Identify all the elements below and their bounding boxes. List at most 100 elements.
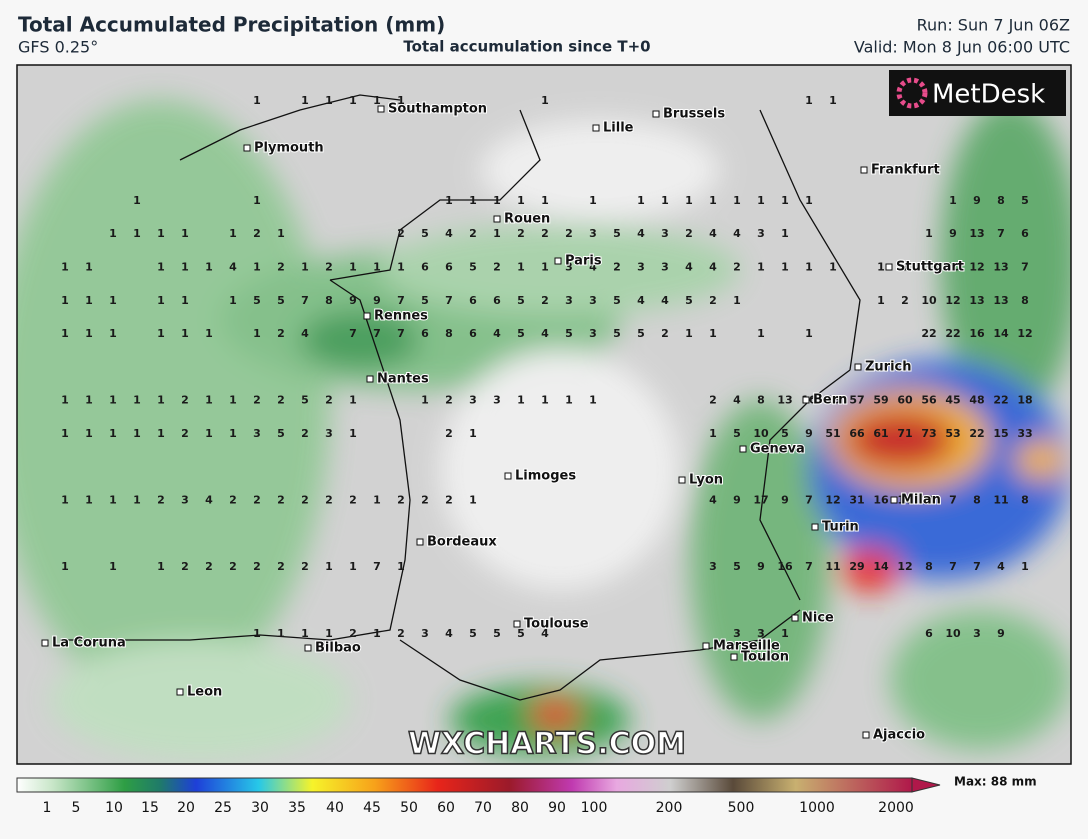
precip-value: 4 — [733, 394, 741, 407]
city-marker — [862, 731, 870, 739]
precip-value: 1 — [157, 327, 165, 340]
subtitle: Total accumulation since T+0 — [403, 38, 650, 56]
city-label: Frankfurt — [871, 163, 940, 178]
city-marker — [377, 105, 385, 113]
watermark: WXCHARTS.COM — [408, 727, 686, 762]
precip-value: 1 — [229, 294, 237, 307]
precip-value: 5 — [517, 627, 525, 640]
colorbar-tick-label: 5 — [72, 800, 81, 816]
precip-value: 1 — [493, 194, 501, 207]
logo-box — [889, 70, 1066, 116]
colorbar-tick-label: 50 — [400, 800, 418, 816]
precip-value: 6 — [421, 327, 429, 340]
precip-value: 1 — [61, 294, 69, 307]
precip-value: 18 — [921, 494, 936, 507]
precip-value: 5 — [517, 294, 525, 307]
precip-value: 1 — [205, 394, 213, 407]
precip-value: 4 — [637, 227, 645, 240]
precip-value: 1 — [133, 427, 141, 440]
precip-value: 53 — [945, 427, 960, 440]
precip-value: 1 — [829, 94, 837, 107]
city-label: Marseille — [713, 639, 780, 654]
precip-value: 3 — [493, 394, 501, 407]
city-label: Plymouth — [254, 141, 324, 156]
precip-value: 5 — [301, 394, 309, 407]
precip-value: 1 — [637, 194, 645, 207]
colorbar-tick-label: 100 — [581, 800, 608, 816]
precip-value: 1 — [181, 294, 189, 307]
precip-value: 15 — [825, 394, 840, 407]
precip-value: 2 — [181, 427, 189, 440]
precip-value: 12 — [945, 294, 960, 307]
precip-value: 1 — [901, 261, 909, 274]
precip-value: 1 — [61, 261, 69, 274]
precip-value: 1 — [301, 261, 309, 274]
city-marker — [854, 363, 862, 371]
colorbar-tick-label: 200 — [656, 800, 683, 816]
precip-value: 4 — [445, 227, 453, 240]
precip-value: 2 — [325, 261, 333, 274]
precip-value: 1 — [397, 94, 405, 107]
precip-value: 6 — [469, 327, 477, 340]
precip-value: 13 — [777, 394, 792, 407]
precip-value: 48 — [969, 394, 984, 407]
precip-value: 3 — [589, 327, 597, 340]
precip-value: 1 — [109, 494, 117, 507]
precip-value: 1 — [61, 560, 69, 573]
precip-value: 5 — [469, 261, 477, 274]
precip-value: 9 — [805, 427, 813, 440]
precip-value: 5 — [733, 427, 741, 440]
city-label: Brussels — [663, 107, 725, 122]
precip-value: 1 — [709, 194, 717, 207]
city-marker — [41, 639, 49, 647]
precip-value: 3 — [709, 560, 717, 573]
colorbar-tick-label: 35 — [288, 800, 306, 816]
precip-value: 2 — [157, 494, 165, 507]
precip-value: 3 — [925, 261, 933, 274]
precip-value: 1 — [517, 394, 525, 407]
city-label: Bern — [813, 393, 847, 408]
city-label: Toulouse — [524, 617, 589, 632]
precip-value: 18 — [1017, 394, 1032, 407]
city-marker — [702, 642, 710, 650]
precip-value: 1 — [61, 427, 69, 440]
precip-value: 1 — [325, 627, 333, 640]
precip-value: 12 — [825, 494, 840, 507]
precip-value: 1 — [829, 261, 837, 274]
precip-value: 56 — [921, 394, 937, 407]
precip-value: 1 — [781, 227, 789, 240]
precip-value: 7 — [997, 227, 1005, 240]
precip-value: 5 — [733, 560, 741, 573]
precip-value: 51 — [825, 427, 840, 440]
precip-value: 1 — [349, 560, 357, 573]
precip-value: 2 — [301, 560, 309, 573]
precip-value: 3 — [757, 627, 765, 640]
precip-value: 7 — [397, 327, 405, 340]
precip-value: 8 — [925, 560, 933, 573]
precip-value: 1 — [349, 94, 357, 107]
precip-value: 4 — [493, 327, 501, 340]
precip-value: 3 — [637, 261, 645, 274]
precip-value: 2 — [229, 560, 237, 573]
precip-value: 1 — [541, 394, 549, 407]
colorbar-tick-label: 30 — [251, 800, 269, 816]
precip-value: 1 — [157, 294, 165, 307]
city-marker — [243, 144, 251, 152]
precip-value: 1 — [541, 194, 549, 207]
precip-value: 1 — [85, 494, 93, 507]
precip-value: 2 — [565, 227, 573, 240]
city-marker — [493, 215, 501, 223]
precip-value: 1 — [181, 261, 189, 274]
max-label: Max: 88 mm — [954, 775, 1037, 789]
city-label: Nantes — [377, 372, 429, 387]
precip-value: 3 — [253, 427, 261, 440]
precip-value: 5 — [421, 294, 429, 307]
precip-value: 6 — [493, 294, 501, 307]
precip-value: 9 — [349, 294, 357, 307]
colorbar-tick-label: 500 — [728, 800, 755, 816]
precip-value: 61 — [873, 427, 888, 440]
precip-value: 3 — [181, 494, 189, 507]
colorbar-tick-label: 70 — [474, 800, 492, 816]
logo-icon — [896, 77, 928, 109]
